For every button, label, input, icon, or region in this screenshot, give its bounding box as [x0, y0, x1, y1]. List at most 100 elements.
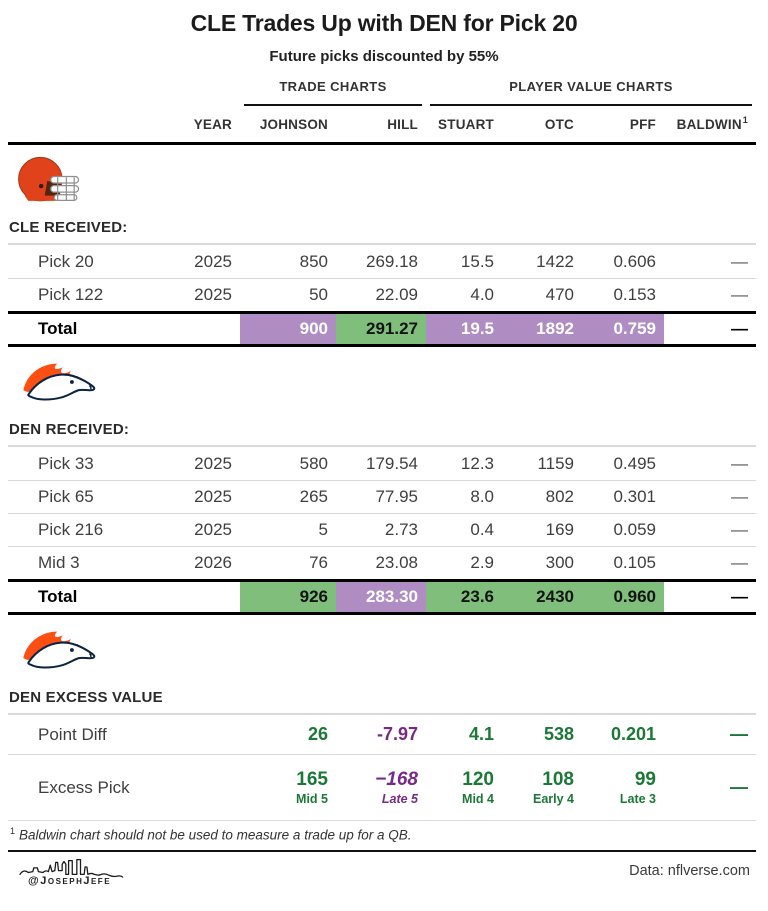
excess-round: Late 5	[381, 791, 418, 806]
pff-cell: 0.606	[613, 251, 656, 271]
den-row-pick-216: Pick 216 2025 5 2.73 0.4 169 0.059 —	[8, 513, 756, 546]
pff-cell: 0.301	[613, 487, 656, 506]
stuart-diff-cell: 4.1	[468, 724, 494, 744]
row-label: Point Diff	[38, 724, 107, 744]
spanner-player-value-charts: PLAYER VALUE CHARTS	[430, 79, 752, 106]
trade-value-table: TRADE CHARTS PLAYER VALUE CHARTS YEAR JO…	[8, 79, 756, 887]
year-cell	[170, 314, 240, 344]
author-handle: @JosephJefe	[28, 874, 112, 887]
column-header-blank	[8, 106, 170, 142]
cle-received-label: CLE RECEIVED:	[8, 215, 756, 245]
otc-total-cell: 2430	[502, 582, 582, 612]
excess-value: 108	[542, 768, 574, 790]
den-logo-row	[8, 347, 756, 417]
pff-cell: 0.153	[613, 285, 656, 304]
pff-cell: 0.495	[613, 453, 656, 473]
column-header-year: YEAR	[193, 116, 232, 132]
cleveland-skyline-icon	[19, 858, 124, 878]
column-header-baldwin: BALDWIN 1	[676, 115, 748, 132]
baldwin-footnote-marker: 1	[742, 115, 748, 125]
year-cell: 2025	[194, 285, 232, 304]
johnson-cell: 5	[318, 520, 328, 539]
excess-round: Late 3	[619, 791, 656, 806]
cle-logo-row	[8, 145, 756, 215]
otc-cell: 470	[545, 285, 574, 304]
otc-cell: 169	[545, 520, 574, 539]
excess-value: 99	[634, 768, 656, 790]
excess-pick-row: Excess Pick 165 Mid 5 −168 Late 5 120 Mi…	[8, 755, 756, 821]
footer: @JosephJefe Data: nflverse.com	[8, 852, 756, 887]
column-header-row: YEAR JOHNSON HILL STUART OTC PFF BALDWIN…	[8, 106, 756, 142]
column-header-stuart: STUART	[438, 116, 494, 132]
pff-total-cell: 0.759	[582, 314, 664, 344]
author-credit: @JosephJefe	[12, 856, 160, 887]
otc-cell: 300	[545, 553, 574, 572]
den-row-pick-33: Pick 33 2025 580 179.54 12.3 1159 0.495 …	[8, 447, 756, 480]
baldwin-cell: —	[731, 453, 748, 473]
stuart-cell: 12.3	[460, 453, 494, 473]
stuart-cell: 0.4	[470, 520, 494, 539]
hill-excess-cell: −168 Late 5	[336, 755, 426, 820]
johnson-excess-cell: 165 Mid 5	[240, 755, 336, 820]
johnson-cell: 50	[309, 285, 328, 304]
baldwin-total-cell: —	[731, 319, 748, 338]
row-label: Excess Pick	[38, 777, 130, 797]
row-label: Pick 20	[38, 251, 94, 271]
den-excess-value-label: DEN EXCESS VALUE	[8, 685, 756, 715]
year-cell: 2025	[194, 453, 232, 473]
pff-cell: 0.059	[613, 520, 656, 539]
stuart-excess-cell: 120 Mid 4	[426, 755, 502, 820]
row-label: Mid 3	[38, 553, 80, 572]
browns-helmet-icon	[18, 156, 80, 202]
year-cell	[170, 582, 240, 612]
row-label: Pick 33	[38, 453, 94, 473]
column-header-johnson: JOHNSON	[259, 116, 328, 132]
den-received-label: DEN RECEIVED:	[8, 417, 756, 447]
hill-diff-cell: -7.97	[376, 724, 418, 744]
excess-round: Mid 5	[296, 791, 328, 806]
otc-excess-cell: 108 Early 4	[502, 755, 582, 820]
hill-cell: 2.73	[384, 520, 418, 539]
den-row-mid-3: Mid 3 2026 76 23.08 2.9 300 0.105 —	[8, 546, 756, 579]
year-cell: 2025	[194, 520, 232, 539]
johnson-total-cell: 900	[240, 314, 336, 344]
den-row-pick-65: Pick 65 2025 265 77.95 8.0 802 0.301 —	[8, 480, 756, 513]
column-header-otc: OTC	[544, 116, 574, 132]
footnote-marker: 1	[10, 826, 16, 836]
year-cell: 2025	[194, 251, 232, 271]
data-source: Data: nflverse.com	[629, 863, 750, 879]
den-total-row: Total 926 283.30 23.6 2430 0.960 —	[8, 579, 756, 615]
hill-cell: 77.95	[375, 487, 418, 506]
header-divider	[8, 142, 756, 145]
pff-diff-cell: 0.201	[610, 724, 656, 744]
row-label: Pick 65	[38, 487, 94, 506]
johnson-cell: 76	[309, 553, 328, 572]
baldwin-cell: —	[731, 285, 748, 304]
otc-cell: 1422	[536, 251, 574, 271]
stuart-cell: 15.5	[460, 251, 494, 271]
excess-value: 165	[296, 768, 328, 790]
cle-total-row: Total 900 291.27 19.5 1892 0.759 —	[8, 311, 756, 347]
broncos-horse-icon	[23, 363, 96, 401]
otc-diff-cell: 538	[543, 724, 574, 744]
footnote: 1 Baldwin chart should not be used to mea…	[8, 821, 756, 852]
stuart-cell: 2.9	[470, 553, 494, 572]
stuart-total-cell: 19.5	[426, 314, 502, 344]
year-cell	[170, 755, 240, 820]
hill-total-cell: 283.30	[336, 582, 426, 612]
page-subtitle: Future picks discounted by 55%	[269, 48, 499, 65]
year-cell: 2026	[194, 553, 232, 572]
year-cell: 2025	[194, 487, 232, 506]
excess-round: Mid 4	[462, 791, 494, 806]
broncos-horse-icon	[23, 631, 96, 669]
otc-cell: 802	[545, 487, 574, 506]
infographic-page: CLE Trades Up with DEN for Pick 20 Futur…	[8, 10, 756, 887]
total-label: Total	[38, 319, 78, 338]
stuart-cell: 4.0	[470, 285, 494, 304]
year-cell	[170, 715, 240, 754]
stuart-total-cell: 23.6	[426, 582, 502, 612]
cle-row-pick-20: Pick 20 2025 850 269.18 15.5 1422 0.606 …	[8, 245, 756, 278]
baldwin-cell: —	[731, 251, 748, 271]
otc-total-cell: 1892	[502, 314, 582, 344]
otc-cell: 1159	[537, 453, 574, 473]
